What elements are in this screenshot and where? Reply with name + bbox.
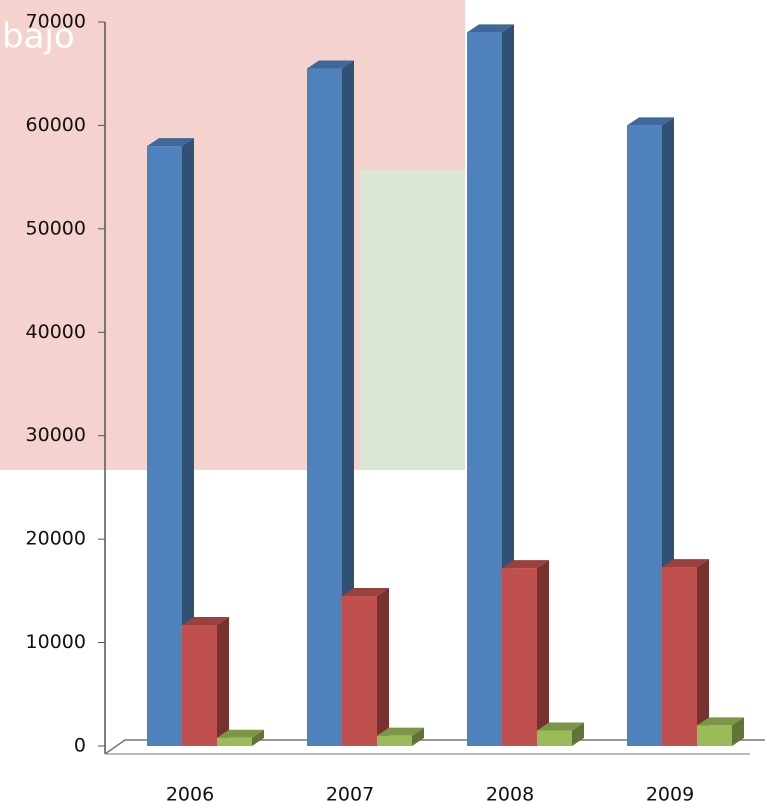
y-tick-label: 70000 — [26, 11, 86, 33]
bar-side — [732, 717, 744, 746]
bar — [377, 735, 412, 746]
bar — [502, 568, 537, 746]
bar-top — [502, 560, 549, 569]
bar — [342, 596, 377, 746]
bar-top — [662, 559, 709, 568]
bar-side — [217, 616, 229, 746]
bar-top — [342, 588, 389, 597]
bar-side — [182, 138, 194, 747]
y-tick-label: 40000 — [26, 321, 86, 343]
bar-top — [182, 616, 229, 625]
bar-top — [217, 729, 264, 738]
x-tick-label: 2006 — [166, 784, 214, 806]
bar-top — [147, 138, 194, 147]
bar-side — [697, 559, 709, 746]
x-tick-label: 2007 — [326, 784, 374, 806]
bar-side — [377, 588, 389, 746]
y-tick-label: 20000 — [26, 528, 86, 550]
x-tick-label: 2009 — [646, 784, 694, 806]
y-tick-label: 30000 — [26, 424, 86, 446]
bar — [662, 567, 697, 746]
y-tick-label: 60000 — [26, 114, 86, 136]
bar — [467, 32, 502, 747]
bar-top — [697, 717, 744, 726]
x-tick-label: 2008 — [486, 784, 534, 806]
bar — [182, 624, 217, 746]
bar — [697, 725, 732, 746]
bar-side — [537, 560, 549, 746]
bar-top — [627, 117, 674, 126]
background-sign — [360, 170, 465, 470]
y-tick-label: 50000 — [26, 217, 86, 239]
bar-side — [342, 60, 354, 747]
bar — [627, 125, 662, 746]
bar-top — [377, 727, 424, 736]
watermark-text: bajo — [2, 17, 75, 57]
bar-top — [537, 722, 584, 731]
bar — [307, 68, 342, 747]
bar — [217, 737, 252, 746]
y-tick-label: 10000 — [26, 631, 86, 653]
bar-side — [252, 729, 264, 746]
bar — [147, 146, 182, 747]
bar-side — [412, 727, 424, 746]
bar-top — [307, 60, 354, 69]
bar-side — [572, 722, 584, 746]
bar-top — [467, 24, 514, 33]
bar — [537, 730, 572, 746]
y-tick-label: 0 — [74, 735, 86, 757]
